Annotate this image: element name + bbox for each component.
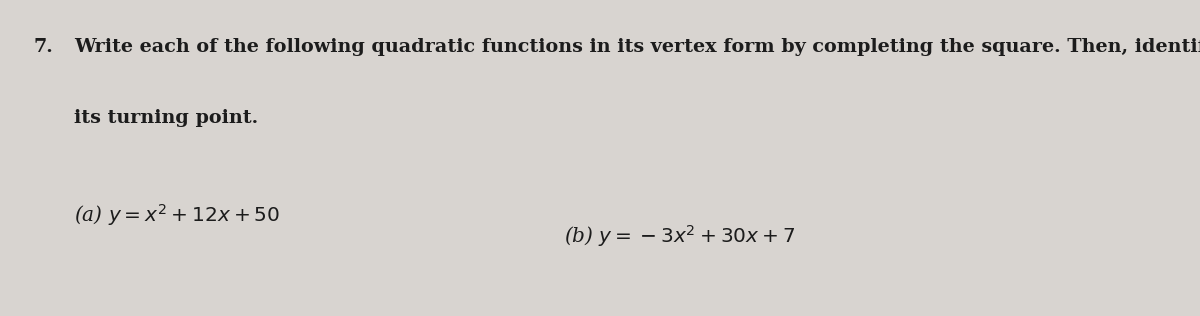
Text: its turning point.: its turning point. <box>74 109 258 127</box>
Text: (b) $y=-3x^2+30x+7$: (b) $y=-3x^2+30x+7$ <box>564 223 796 249</box>
Text: Write each of the following quadratic functions in its vertex form by completing: Write each of the following quadratic fu… <box>74 38 1200 56</box>
Text: (a) $y=x^2+12x+50$: (a) $y=x^2+12x+50$ <box>74 202 281 228</box>
Text: 7.: 7. <box>34 38 53 56</box>
